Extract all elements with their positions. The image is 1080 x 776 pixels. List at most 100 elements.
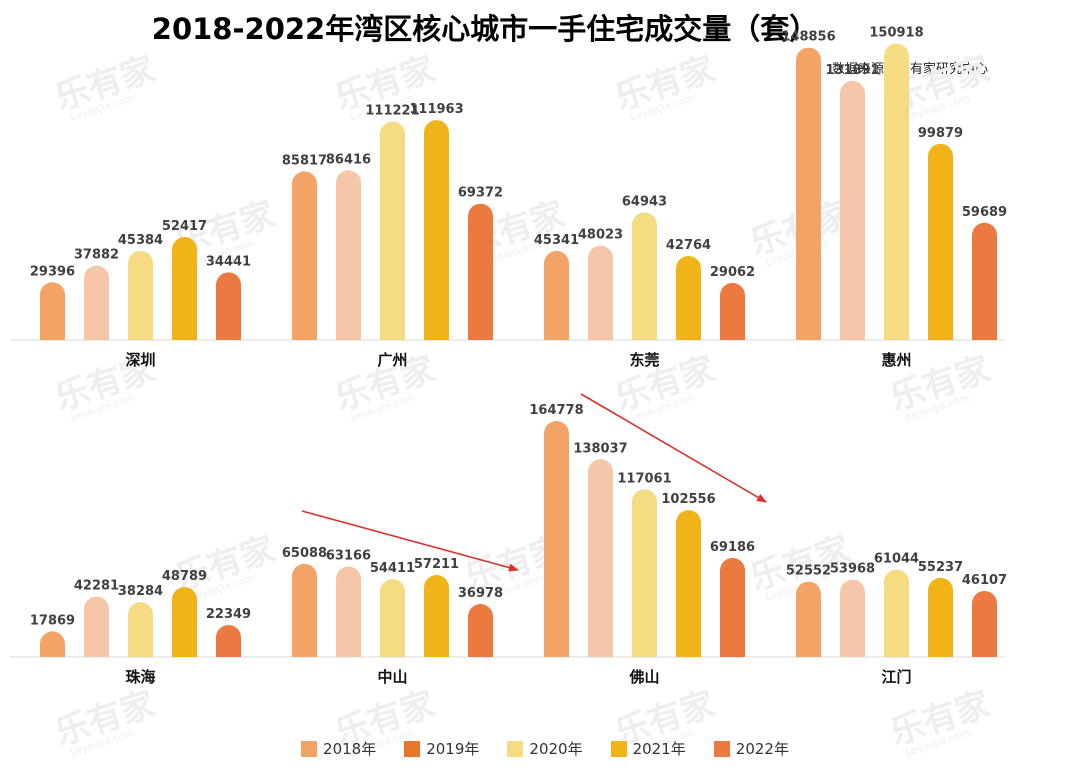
data-label: 102556: [661, 492, 715, 507]
legend-label: 2019年: [426, 740, 480, 758]
category-label: 中山: [377, 668, 407, 686]
legend: 2018年 2019年 2020年 2021年 2022年: [0, 738, 1080, 759]
bar-东莞-2022年: [720, 282, 745, 340]
category-label: 广州: [377, 351, 407, 369]
bar-广州-2021年: [424, 120, 449, 340]
bar-佛山-2021年: [676, 510, 701, 657]
bar-东莞-2019年: [588, 245, 613, 340]
trend-arrow: [580, 393, 767, 503]
bar-中山-2022年: [468, 604, 493, 657]
legend-swatch: [507, 740, 524, 757]
legend-swatch: [713, 740, 730, 757]
bar-东莞-2020年: [632, 212, 657, 340]
category-label: 珠海: [125, 668, 155, 686]
bar-深圳-2019年: [84, 265, 109, 340]
bar-惠州-2020年: [884, 43, 909, 341]
data-label: 36978: [458, 586, 503, 601]
bar-江门-2018年: [796, 581, 821, 657]
data-label: 54411: [370, 561, 415, 576]
data-label: 150918: [869, 26, 923, 41]
legend-item: 2020年: [507, 738, 583, 759]
legend-label: 2021年: [632, 740, 686, 758]
legend-label: 2022年: [735, 740, 789, 758]
bar-珠海-2021年: [171, 587, 197, 657]
legend-item: 2019年: [404, 738, 479, 759]
category-label: 佛山: [628, 668, 659, 686]
data-label: 37882: [74, 248, 119, 263]
data-label: 69186: [710, 540, 755, 555]
legend-swatch: [301, 740, 318, 757]
annotation-arrows: [301, 393, 767, 572]
bar-深圳-2018年: [40, 282, 65, 340]
bar-惠州-2021年: [928, 143, 953, 340]
data-source-note: 数据来源：乐有家研究中心: [831, 62, 988, 77]
bar-中山-2020年: [380, 579, 405, 657]
data-label: 131891: [825, 63, 879, 78]
bar-广州-2020年: [380, 121, 405, 340]
data-label: 86416: [326, 152, 371, 167]
bar-深圳-2022年: [216, 272, 241, 340]
data-label: 61044: [874, 552, 919, 567]
data-label: 111221: [365, 104, 419, 119]
bar-江门-2019年: [840, 579, 865, 657]
data-label: 99879: [918, 126, 963, 141]
data-label: 46107: [962, 573, 1007, 588]
data-label: 117061: [617, 471, 671, 486]
data-label: 48023: [578, 228, 623, 243]
data-label: 59689: [962, 205, 1007, 220]
data-label: 52417: [162, 219, 207, 234]
category-label: 深圳: [125, 351, 155, 369]
legend-label: 2020年: [529, 740, 583, 758]
data-label: 55237: [918, 560, 963, 575]
bar-广州-2018年: [292, 171, 317, 340]
data-label: 22349: [206, 607, 251, 622]
data-label: 52552: [786, 564, 831, 579]
data-label: 57211: [414, 557, 459, 572]
bar-广州-2019年: [336, 170, 361, 340]
data-label: 65088: [282, 546, 327, 561]
bar-深圳-2021年: [171, 237, 197, 340]
bar-深圳-2020年: [128, 250, 153, 340]
bar-中山-2018年: [292, 563, 317, 657]
bar-东莞-2018年: [544, 250, 569, 340]
bar-惠州-2018年: [796, 47, 821, 341]
legend-swatch: [404, 740, 421, 757]
data-label: 17869: [30, 613, 75, 628]
category-label: 惠州: [881, 351, 911, 369]
data-label: 34441: [206, 254, 251, 269]
data-label: 29062: [710, 265, 755, 280]
bar-中山-2019年: [336, 566, 361, 657]
data-label: 45384: [118, 233, 163, 248]
bar-佛山-2020年: [632, 489, 657, 657]
legend-item: 2018年: [301, 738, 376, 759]
data-label: 53968: [830, 562, 875, 577]
bar-江门-2020年: [884, 569, 909, 657]
data-label: 111963: [409, 102, 463, 117]
legend-item: 2022年: [713, 738, 789, 759]
data-label: 85817: [282, 153, 327, 168]
bar-佛山-2018年: [544, 421, 569, 657]
bar-惠州-2019年: [840, 80, 865, 341]
bar-中山-2021年: [424, 575, 449, 657]
legend-item: 2021年: [610, 738, 686, 759]
data-label: 164778: [529, 403, 583, 418]
bar-惠州-2022年: [972, 222, 997, 340]
bar-广州-2022年: [468, 203, 493, 340]
bar-佛山-2019年: [588, 459, 613, 657]
chart-title: 2018-2022年湾区核心城市一手住宅成交量（套）: [151, 12, 819, 46]
data-label: 42281: [74, 578, 119, 593]
trend-arrow: [301, 510, 519, 572]
bar-佛山-2022年: [720, 557, 745, 657]
data-label: 38284: [118, 584, 163, 599]
data-label: 48789: [162, 569, 207, 584]
bar-江门-2021年: [928, 577, 953, 657]
legend-swatch: [610, 740, 627, 757]
data-label: 42764: [666, 238, 711, 253]
data-label: 148856: [781, 30, 835, 45]
data-label: 63166: [326, 549, 371, 564]
